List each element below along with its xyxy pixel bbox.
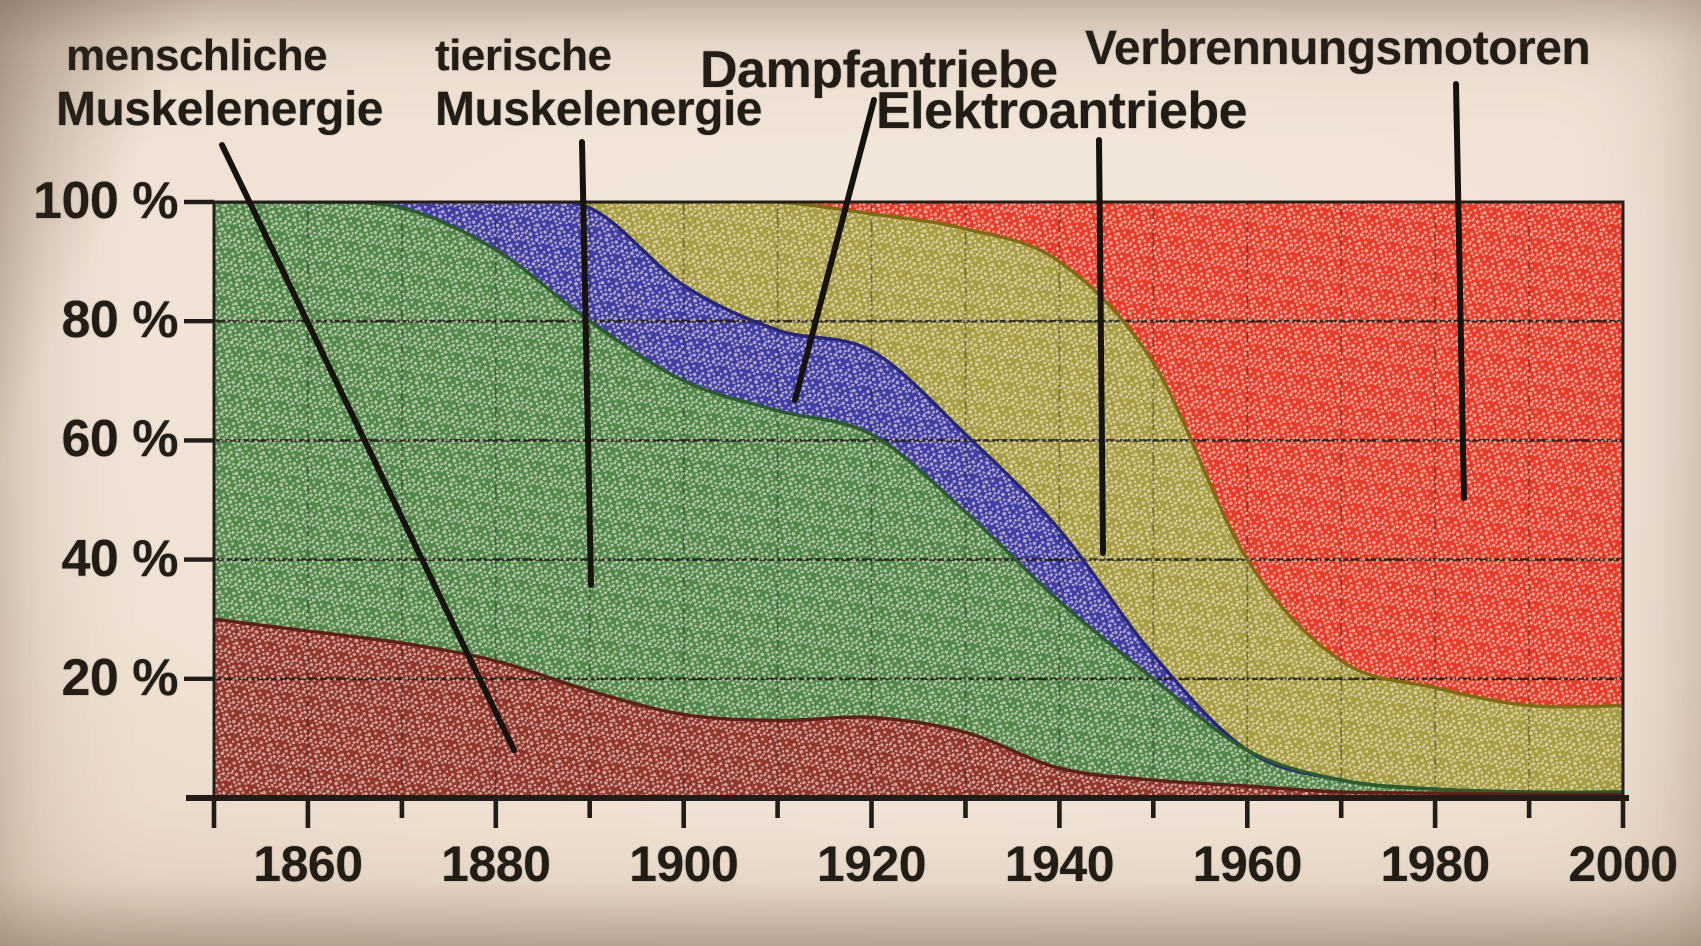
x-tick-label-1880: 1880 <box>441 836 551 892</box>
y-tick-label-60: 60 % <box>61 410 178 469</box>
series-label-menschliche-line1: menschliche <box>66 31 328 80</box>
x-tick-label-1940: 1940 <box>1004 836 1115 892</box>
x-tick-label-1860: 1860 <box>253 836 363 892</box>
y-tick-label-40: 40 % <box>61 529 178 588</box>
series-label-tierische-line1: tierische <box>435 31 612 80</box>
x-tick-label-1980: 1980 <box>1380 836 1490 892</box>
y-tick-label-80: 80 % <box>61 291 178 350</box>
x-tick-label-1960: 1960 <box>1192 836 1303 892</box>
y-tick-label-100: 100 % <box>33 172 178 230</box>
x-tick-label-2000: 2000 <box>1568 836 1678 892</box>
series-label-dampfantriebe: Dampfantriebe <box>700 41 1058 99</box>
y-tick-label-20: 20 % <box>61 648 178 707</box>
series-label-tierische-line2: Muskelenergie <box>435 83 762 136</box>
x-tick-label-1900: 1900 <box>629 836 739 892</box>
series-label-verbrennungsmotoren: Verbrennungsmotoren <box>1085 22 1591 75</box>
series-label-menschliche-line2: Muskelenergie <box>56 83 383 136</box>
x-tick-label-1920: 1920 <box>816 836 927 892</box>
series-label-elektroantriebe: Elektroantriebe <box>876 82 1248 140</box>
